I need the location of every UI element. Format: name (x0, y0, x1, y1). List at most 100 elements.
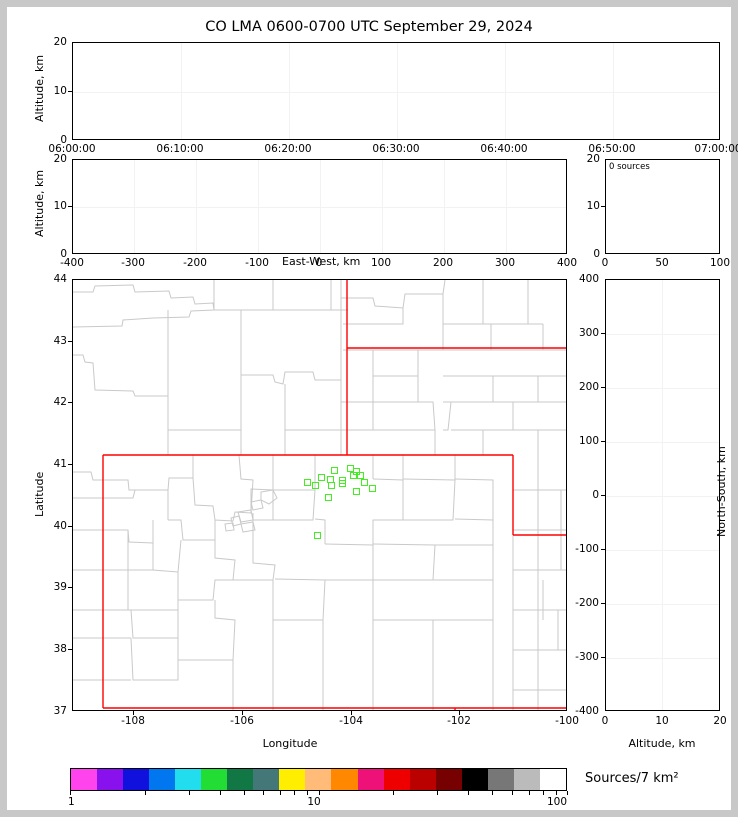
p3-xtick-1: 50 (655, 257, 669, 269)
colorbar-swatch-16 (487, 769, 514, 790)
p3-xtick-0: 0 (601, 257, 609, 269)
p1-ylabel: Altitude, km (33, 54, 46, 122)
p1-xtick-0: 06:00:00 (48, 143, 96, 155)
colorbar-swatch-11 (357, 769, 384, 790)
colorbar-minor-tick (70, 791, 71, 795)
map-ytick-41: 41 (53, 458, 67, 470)
map-ytick-38: 38 (53, 643, 67, 655)
p5-ylabel: North-South, km (715, 446, 728, 537)
p2-xlabel: East-West, km (282, 255, 361, 268)
p2-ylabel: Altitude, km (33, 169, 46, 237)
lma-source-marker (356, 471, 364, 479)
colorbar-minor-tick (567, 791, 568, 795)
p2-xtick-3: -100 (245, 257, 269, 269)
map-ylabel: Latitude (33, 471, 46, 517)
p5-ytick-200n: -200 (575, 597, 599, 609)
colorbar-minor-tick (307, 791, 309, 795)
p1-ytick-10: 10 (53, 85, 67, 97)
panel-time-height (72, 42, 720, 140)
p1-ytick-0: 0 (60, 134, 67, 146)
map-ytick-37: 37 (53, 705, 67, 717)
p5-xtick-20: 20 (713, 715, 727, 727)
map-ytick-42: 42 (53, 396, 67, 408)
map-ytick-40: 40 (53, 520, 67, 532)
colorbar-swatch-9 (305, 769, 332, 790)
p5-ytick-100p: 100 (578, 435, 599, 447)
map-xtick-3: -102 (447, 715, 471, 727)
lma-source-marker (339, 480, 347, 488)
colorbar-swatch-5 (201, 769, 228, 790)
p1-xtick-4: 06:40:00 (480, 143, 528, 155)
colorbar-swatch-1 (97, 769, 124, 790)
p2-xtick-5: 100 (370, 257, 392, 269)
cb-tick-1: 1 (68, 796, 75, 808)
p3-ytick-10: 10 (586, 200, 600, 212)
colorbar-minor-tick (243, 791, 245, 795)
colorbar-minor-tick (188, 791, 190, 795)
p3-ytick-0: 0 (593, 248, 600, 260)
p2-xtick-2: -200 (183, 257, 207, 269)
colorbar-swatch-18 (539, 769, 566, 790)
colorbar-swatch-15 (461, 769, 488, 790)
lma-source-marker (327, 481, 335, 489)
lma-source-marker (353, 488, 361, 496)
cb-tick-10: 10 (307, 796, 321, 808)
panel-plan-view-map (72, 279, 567, 711)
lma-source-marker (304, 479, 312, 487)
lma-source-marker (314, 532, 322, 540)
colorbar-minor-tick (318, 791, 320, 795)
p2-xtick-0: -400 (60, 257, 84, 269)
p1-xtick-3: 06:30:00 (372, 143, 420, 155)
p2-xtick-8: 400 (556, 257, 578, 269)
colorbar-swatch-10 (331, 769, 358, 790)
p3-ytick-20: 20 (586, 153, 600, 165)
colorbar-minor-tick (542, 791, 544, 795)
p2-ytick-10: 10 (53, 200, 67, 212)
p5-ytick-0: 0 (592, 489, 599, 501)
colorbar-minor-tick (280, 791, 281, 795)
p1-xtick-5: 06:50:00 (588, 143, 636, 155)
p2-xtick-6: 200 (432, 257, 454, 269)
colorbar-swatch-13 (409, 769, 436, 790)
lma-source-marker (311, 481, 319, 489)
cb-tick-100: 100 (546, 796, 567, 808)
p5-xtick-0: 0 (601, 715, 609, 727)
p5-ytick-300n: -300 (575, 651, 599, 663)
colorbar-swatch-14 (435, 769, 462, 790)
lma-source-marker (325, 493, 333, 501)
map-xtick-2: -104 (339, 715, 363, 727)
map-xtick-4: -100 (555, 715, 579, 727)
map-boundaries (73, 280, 566, 710)
colorbar-minor-tick (437, 791, 439, 795)
colorbar-minor-tick (393, 791, 395, 795)
colorbar-swatch-7 (253, 769, 280, 790)
colorbar-minor-tick (144, 791, 146, 795)
lma-source-marker (369, 485, 377, 493)
colorbar-minor-tick (294, 791, 296, 795)
map-ytick-39: 39 (53, 581, 67, 593)
p5-ytick-400p: 400 (578, 273, 599, 285)
panel-altitude-histogram: 0 sources (605, 159, 720, 254)
colorbar-swatch-2 (123, 769, 150, 790)
panel-east-west-height (72, 159, 567, 254)
lma-source-marker (338, 476, 346, 484)
p2-xtick-7: 300 (494, 257, 516, 269)
p2-ytick-20: 20 (53, 153, 67, 165)
lma-figure: CO LMA 0600-0700 UTC September 29, 2024 … (7, 7, 738, 810)
colorbar-swatch-12 (383, 769, 410, 790)
colorbar-label: Sources/7 km² (585, 771, 679, 786)
colorbar-swatch-4 (175, 769, 202, 790)
colorbar-swatch-0 (71, 769, 98, 790)
colorbar-minor-tick (555, 791, 557, 795)
colorbar-swatch-3 (149, 769, 176, 790)
p2-xtick-4: 0 (315, 257, 323, 269)
colorbar-minor-tick (492, 791, 494, 795)
colorbar-minor-tick (219, 791, 221, 795)
colorbar-minor-tick (528, 791, 530, 795)
map-xtick-0: -108 (121, 715, 145, 727)
map-ytick-43: 43 (53, 335, 67, 347)
p5-ytick-100n: -100 (575, 543, 599, 555)
map-ytick-44: 44 (53, 273, 67, 285)
p5-xlabel: Altitude, km (628, 737, 696, 750)
colorbar-minor-tick (468, 791, 470, 795)
